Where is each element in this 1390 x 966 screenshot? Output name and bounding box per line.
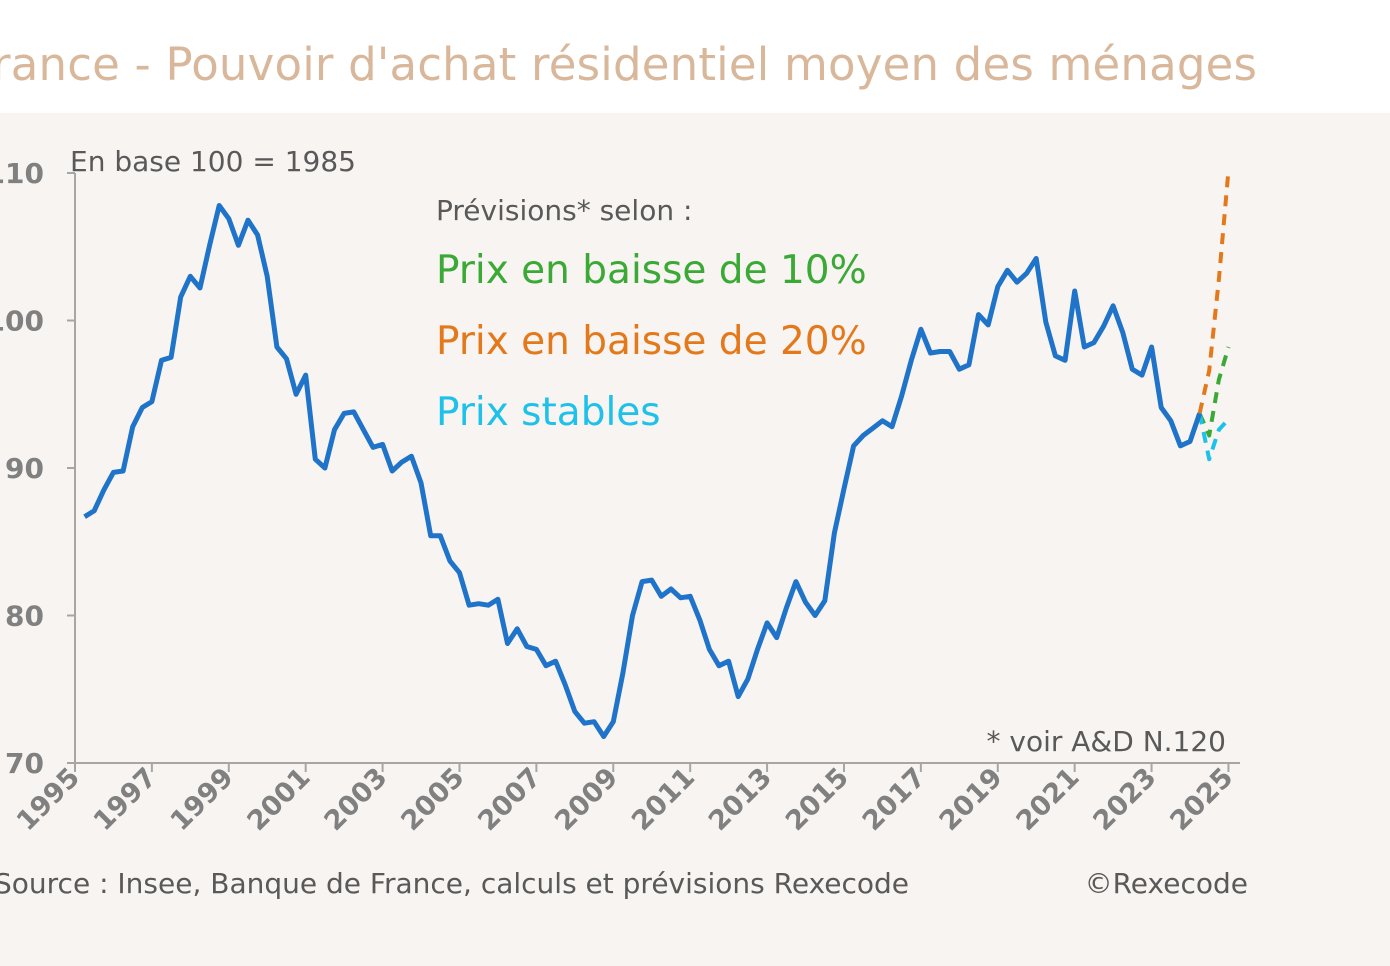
y-tick-label: 90 — [5, 452, 44, 485]
legend-entry-stable: Prix stables — [436, 390, 661, 435]
x-tick-label: 2017 — [857, 762, 932, 837]
plot-panel: En base 100 = 1985 708090100110199519971… — [0, 113, 1390, 966]
legend-entry-fall_20: Prix en baisse de 20% — [436, 319, 867, 364]
y-tick-label: 70 — [5, 747, 44, 780]
x-tick-label: 1997 — [88, 762, 163, 837]
series-line-fall_10 — [1197, 346, 1231, 438]
x-tick-label: 2025 — [1164, 762, 1239, 837]
x-tick-label: 1999 — [165, 762, 240, 837]
x-tick-label: 2013 — [703, 762, 778, 837]
y-tick-label: 110 — [0, 157, 44, 190]
series-line-stable — [1197, 412, 1230, 462]
footnote-annotation: * voir A&D N.120 — [986, 725, 1226, 758]
series-layer — [83, 169, 1231, 739]
legend: Prix en baisse de 10% Prix en baisse de 2… — [436, 248, 867, 435]
y-tick-label: 100 — [0, 305, 44, 338]
source-note: Source : Insee, Banque de France, calcul… — [0, 867, 909, 900]
chart-title: rance - Pouvoir d'achat résidentiel moye… — [0, 38, 1258, 91]
x-tick-label: 2023 — [1087, 762, 1162, 837]
x-tick-label: 2005 — [395, 762, 470, 837]
chart-subtitle: En base 100 = 1985 — [70, 145, 356, 178]
legend-title: Prévisions* selon : — [436, 194, 692, 227]
legend-entry-fall_10: Prix en baisse de 10% — [436, 248, 867, 293]
x-tick-label: 2001 — [242, 762, 317, 837]
x-tick-label: 2007 — [472, 762, 547, 837]
copyright-note: ©Rexecode — [1085, 867, 1248, 900]
x-tick-label: 2019 — [934, 762, 1009, 837]
y-tick-label: 80 — [5, 600, 44, 633]
series-line-fall_20 — [1197, 169, 1231, 414]
line-chart: En base 100 = 1985 708090100110199519971… — [0, 145, 1248, 900]
x-tick-label: 2011 — [626, 762, 701, 837]
x-tick-label: 2015 — [780, 762, 855, 837]
x-tick-label: 2003 — [318, 762, 393, 837]
series-line-historical — [83, 203, 1202, 739]
x-tick-label: 2021 — [1011, 762, 1086, 837]
x-tick-label: 2009 — [549, 762, 624, 837]
